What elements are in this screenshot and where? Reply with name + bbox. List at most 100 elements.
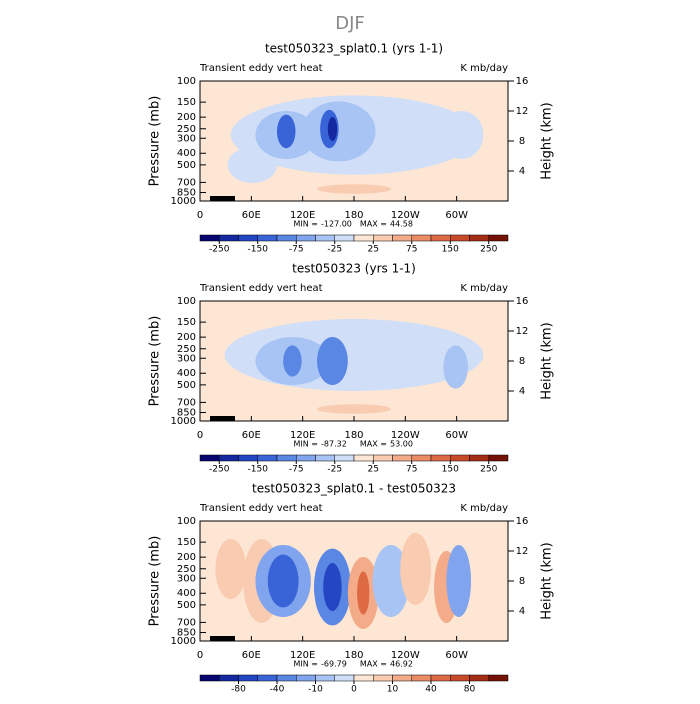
colorbar-box (430, 454, 451, 462)
colorbar-box (411, 674, 432, 682)
max-label: MAX = (360, 660, 387, 669)
colorbar-box (450, 454, 470, 462)
contour-region (443, 345, 468, 389)
colorbar-label: 25 (368, 465, 379, 475)
colorbar-box (430, 234, 451, 242)
y-tick-label: 500 (177, 160, 196, 171)
y-axis-label: Pressure (mb) (148, 96, 163, 187)
colorbar-box (488, 674, 509, 682)
colorbar-box (238, 454, 258, 462)
y2-tick-label: 12 (516, 546, 529, 557)
x-tick-label: 0 (197, 430, 203, 441)
colorbar-label: 150 (442, 245, 459, 255)
max-value: 44.58 (390, 220, 413, 229)
colorbar-label: -150 (248, 245, 269, 255)
colorbar-label: 250 (480, 465, 497, 475)
colorbar-box (469, 454, 489, 462)
contour-region (215, 539, 247, 599)
colorbar-box (219, 454, 239, 462)
y2-tick-label: 12 (516, 106, 529, 117)
y-tick-label: 400 (177, 148, 196, 159)
colorbar-box (469, 674, 489, 682)
max-value: 46.92 (390, 660, 413, 669)
left-string: Transient eddy vert heat (199, 283, 323, 294)
y-tick-label: 700 (177, 177, 196, 188)
colorbar-box (238, 234, 258, 242)
left-string: Transient eddy vert heat (199, 503, 323, 514)
colorbar-box (219, 234, 239, 242)
contour-region (440, 111, 484, 159)
panel-title: test050323 (yrs 1-1) (292, 262, 416, 276)
y-tick-label: 300 (177, 573, 196, 584)
colorbar-box (411, 454, 432, 462)
x-tick-label: 120W (391, 210, 420, 221)
y2-axis-label: Height (km) (540, 102, 555, 179)
colorbar-box (276, 234, 297, 242)
contour-region (323, 563, 342, 611)
colorbar-box (238, 674, 258, 682)
colorbar-box (257, 674, 278, 682)
y-tick-label: 850 (177, 408, 196, 419)
colorbar-box (257, 234, 278, 242)
colorbar-box (373, 674, 393, 682)
x-tick-label: 120E (290, 210, 315, 221)
left-string: Transient eddy vert heat (199, 63, 323, 74)
colorbar-box (411, 234, 432, 242)
x-tick-label: 120W (391, 650, 420, 661)
contour-region (400, 533, 431, 605)
colorbar-label: 0 (351, 685, 357, 695)
contour-region (372, 545, 410, 617)
x-tick-label: 0 (197, 210, 203, 221)
min-label: MIN = (294, 440, 319, 449)
y-tick-label: 250 (177, 344, 196, 355)
colorbar-label: 10 (387, 685, 399, 695)
y-tick-label: 200 (177, 552, 196, 563)
y-tick-label: 150 (177, 317, 196, 328)
y2-tick-label: 4 (519, 606, 525, 617)
colorbar-box (373, 454, 393, 462)
x-tick-label: 60E (242, 650, 261, 661)
y-tick-label: 100 (177, 76, 196, 87)
colorbar-box (392, 234, 412, 242)
y-tick-label: 400 (177, 588, 196, 599)
y2-tick-label: 4 (519, 386, 525, 397)
x-tick-label: 60W (445, 210, 468, 221)
contour-region (283, 345, 302, 377)
y-tick-label: 200 (177, 332, 196, 343)
colorbar-box (392, 454, 412, 462)
colorbar-box (392, 674, 412, 682)
colorbar-label: -80 (231, 685, 246, 695)
colorbar-box (373, 234, 393, 242)
contour-region (317, 337, 348, 385)
colorbar-box (353, 674, 374, 682)
x-tick-label: 120E (290, 650, 315, 661)
colorbar-box (219, 674, 239, 682)
y2-tick-label: 8 (519, 576, 525, 587)
y-tick-label: 100 (177, 296, 196, 307)
colorbar-box (430, 674, 451, 682)
right-string: K mb/day (460, 503, 508, 514)
min-value: -87.32 (321, 440, 347, 449)
y-tick-label: 1000 (171, 196, 196, 207)
colorbar-label: -25 (327, 245, 342, 255)
panel-title: test050323_splat0.1 - test050323 (252, 482, 456, 496)
y-tick-label: 850 (177, 628, 196, 639)
x-tick-label: 60W (445, 650, 468, 661)
colorbar-box (199, 454, 220, 462)
colorbar-label: -250 (209, 465, 230, 475)
y2-axis-label: Height (km) (540, 542, 555, 619)
max-value: 53.00 (390, 440, 413, 449)
y2-tick-label: 8 (519, 136, 525, 147)
right-string: K mb/day (460, 283, 508, 294)
contour-region (446, 545, 472, 617)
min-label: MIN = (294, 660, 319, 669)
contour-region (267, 554, 299, 608)
x-tick-label: 60E (242, 430, 261, 441)
x-tick-label: 60E (242, 210, 261, 221)
y-tick-label: 500 (177, 380, 196, 391)
colorbar-label: -25 (327, 465, 342, 475)
colorbar-box (334, 454, 355, 462)
colorbar-box (276, 454, 297, 462)
colorbar-box (276, 674, 297, 682)
y2-tick-label: 16 (516, 516, 529, 527)
